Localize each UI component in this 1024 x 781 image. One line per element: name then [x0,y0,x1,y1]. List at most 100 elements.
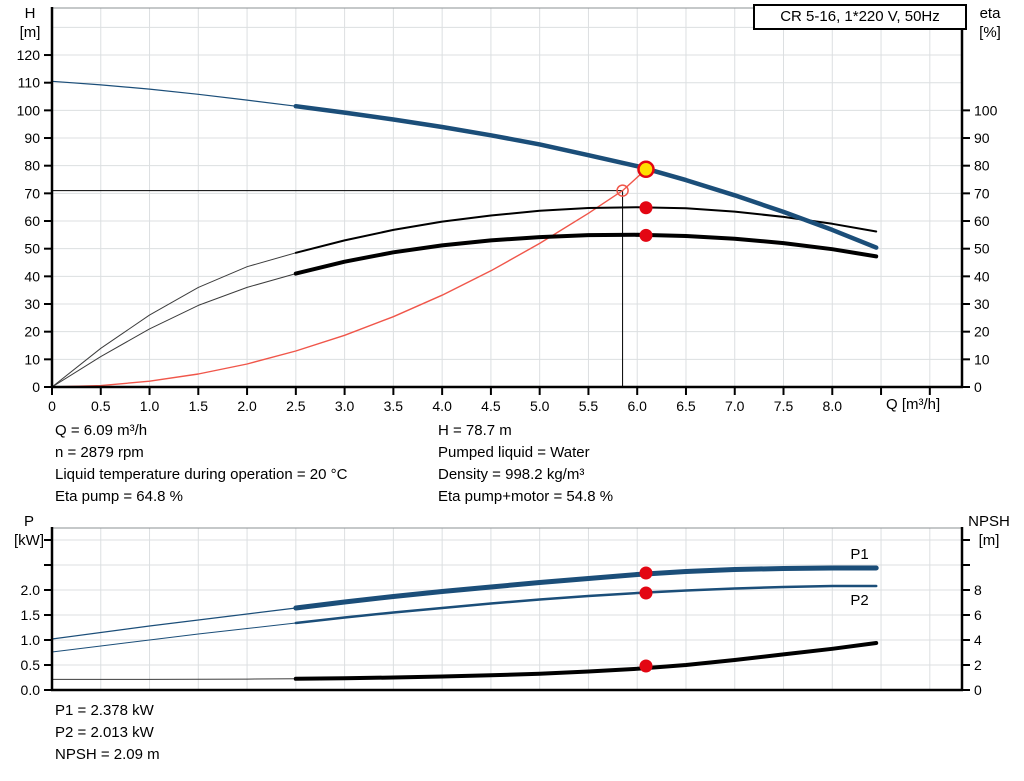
eta-pump-motor-curve [293,232,879,276]
npsh-dot [639,659,653,673]
svg-text:60: 60 [24,213,40,229]
head-curve [293,103,879,250]
svg-text:6.5: 6.5 [676,398,696,414]
upper-info-right: H = 78.7 m Pumped liquid = Water Density… [438,420,613,508]
eta-pump-curve [294,206,878,254]
q-axis-label: Q [m³/h] [886,396,941,413]
svg-text:2.5: 2.5 [286,398,306,414]
svg-text:100: 100 [17,102,41,118]
h-axis-symbol: H [24,5,36,22]
svg-text:10: 10 [24,351,40,367]
p1-curve [293,565,879,611]
info-head: H = 78.7 m [438,422,512,439]
svg-text:4.0: 4.0 [432,398,452,414]
svg-text:4: 4 [974,632,982,648]
svg-text:7.5: 7.5 [774,398,794,414]
head-curve [51,80,297,107]
upper-info-left: Q = 6.09 m³/h n = 2879 rpm Liquid temper… [55,420,347,508]
svg-text:6: 6 [974,607,982,623]
svg-text:90: 90 [974,130,990,146]
svg-text:70: 70 [974,185,990,201]
svg-text:50: 50 [24,241,40,257]
info-eta-pump: Eta pump = 64.8 % [55,488,183,505]
info-eta-pump-motor: Eta pump+motor = 54.8 % [438,488,614,505]
info-p2: P2 = 2.013 kW [55,724,154,741]
requested-duty-point [616,184,629,197]
info-speed: n = 2879 rpm [55,444,144,461]
h-axis-unit: [m] [19,24,41,41]
p1-dot [639,566,653,580]
svg-text:1.0: 1.0 [21,632,41,648]
svg-text:3.0: 3.0 [335,398,355,414]
svg-text:70: 70 [24,185,40,201]
svg-text:110: 110 [18,75,41,91]
svg-text:1.5: 1.5 [189,398,209,414]
svg-text:20: 20 [24,324,40,340]
eta-axis-symbol: eta [979,5,1001,22]
operating-point [637,160,655,179]
svg-text:20: 20 [974,324,990,340]
svg-text:6.0: 6.0 [627,398,647,414]
svg-text:5.5: 5.5 [579,398,599,414]
pump-title-box: CR 5-16, 1*220 V, 50Hz [753,4,967,30]
svg-text:0: 0 [32,379,40,395]
svg-text:40: 40 [974,268,990,284]
npsh-axis-unit: [m] [978,532,1000,549]
svg-text:2.0: 2.0 [21,582,41,598]
svg-text:4.5: 4.5 [481,398,501,414]
info-pumped-liquid: Pumped liquid = Water [438,444,590,461]
curve-label-p2: P2 [850,592,868,609]
svg-text:3.5: 3.5 [384,398,404,414]
eta-pump-motor-dot [639,228,653,242]
p2-curve [51,622,297,653]
svg-text:2.0: 2.0 [237,398,257,414]
svg-text:0.5: 0.5 [91,398,111,414]
eta-pump-curve [51,252,297,388]
eta-pump-motor-curve [51,273,297,388]
svg-text:50: 50 [974,241,990,257]
svg-text:30: 30 [24,296,40,312]
eta-pump-dot [639,201,653,215]
svg-text:10: 10 [974,351,990,367]
svg-text:0.5: 0.5 [21,657,41,673]
svg-text:0.0: 0.0 [21,682,41,698]
lower-info: P1 = 2.378 kW P2 = 2.013 kW NPSH = 2.09 … [55,700,160,766]
npsh-curve [293,641,879,681]
svg-text:100: 100 [974,102,998,118]
svg-text:1.5: 1.5 [21,607,41,623]
lower-left-axis-label: P [kW] [6,512,52,550]
svg-text:60: 60 [974,213,990,229]
eta-axis-unit: [%] [979,24,1001,41]
info-flow: Q = 6.09 m³/h [55,422,148,439]
info-liquid-temp: Liquid temperature during operation = 20… [55,466,348,483]
lower-right-axis-label: NPSH [m] [958,512,1020,550]
info-density: Density = 998.2 kg/m³ [438,466,585,483]
p2-dot [639,586,653,600]
info-p1: P1 = 2.378 kW [55,702,154,719]
p-axis-symbol: P [23,513,34,530]
upper-left-axis-label: H [m] [10,4,50,42]
svg-text:0: 0 [974,682,982,698]
svg-text:5.0: 5.0 [530,398,550,414]
svg-text:8: 8 [974,582,982,598]
svg-text:2: 2 [974,657,982,673]
svg-text:40: 40 [24,268,40,284]
p2-curve [294,584,878,625]
svg-text:0: 0 [48,398,56,414]
npsh-curve [51,678,297,680]
p-axis-unit: [kW] [14,532,44,549]
svg-text:80: 80 [24,158,40,174]
svg-text:120: 120 [17,47,41,63]
svg-text:1.0: 1.0 [140,398,160,414]
svg-text:8.0: 8.0 [823,398,843,414]
svg-text:80: 80 [974,158,990,174]
curve-label-p1: P1 [850,546,868,563]
system-curve [51,168,647,388]
svg-text:0: 0 [974,379,982,395]
svg-text:30: 30 [974,296,990,312]
upper-right-axis-label: eta [%] [966,4,1014,42]
svg-text:7.0: 7.0 [725,398,745,414]
npsh-axis-symbol: NPSH [968,513,1010,530]
